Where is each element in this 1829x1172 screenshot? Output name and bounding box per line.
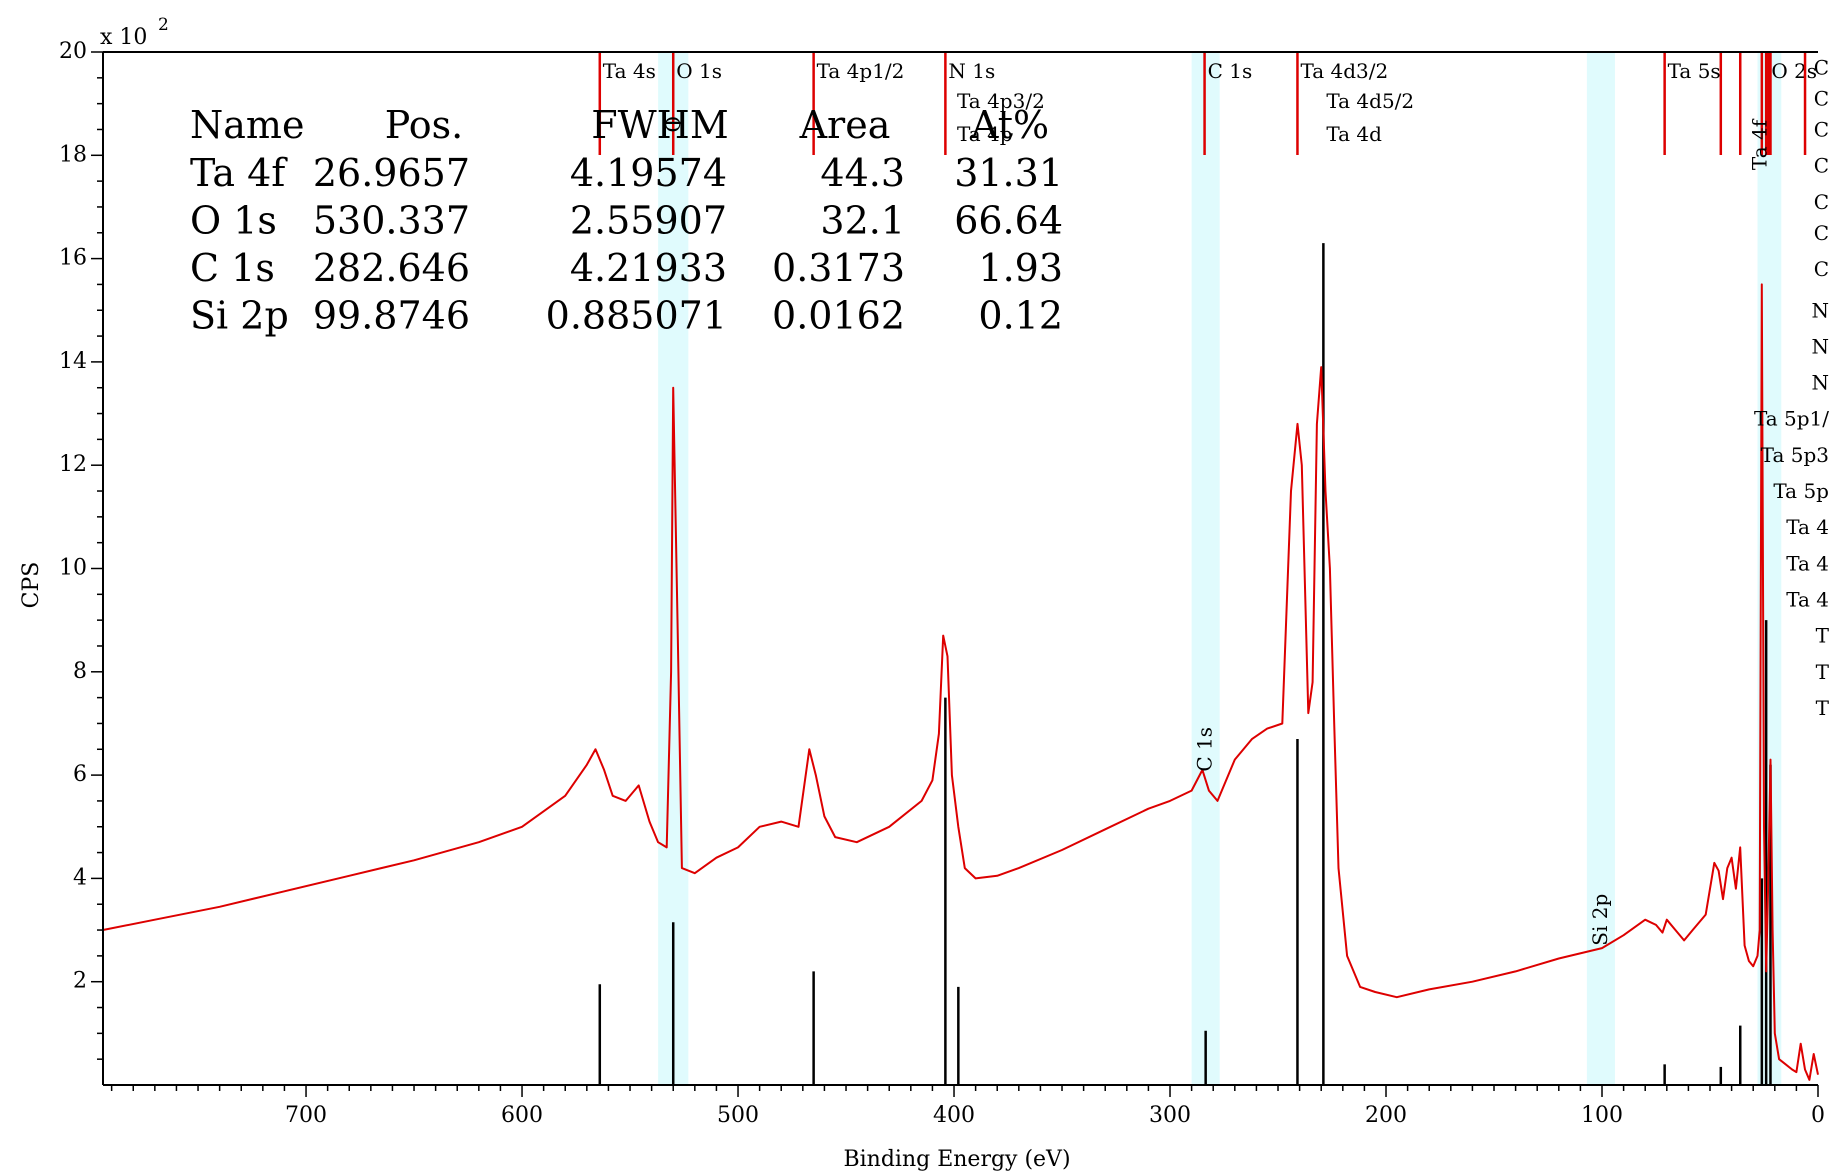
y-axis-title: CPS — [19, 562, 44, 609]
table-cell: 66.64 — [954, 199, 1063, 243]
highlight-band — [1191, 52, 1220, 1085]
marker-label: Ta 4s — [603, 59, 656, 83]
x-tick-label: 600 — [501, 1103, 543, 1128]
edge-label: C — [1814, 257, 1829, 281]
table-cell: Ta 4f — [190, 151, 288, 195]
rotated-peak-label: Ta 4f — [1748, 118, 1772, 170]
edge-label: C — [1814, 86, 1829, 110]
marker-label: Ta 4p1/2 — [817, 59, 905, 83]
table-cell: 282.646 — [313, 246, 470, 290]
marker-label: Ta 5s — [1668, 59, 1721, 83]
y-tick-label: 10 — [59, 556, 87, 581]
table-cell: O 1s — [190, 199, 277, 243]
marker-label: Ta 4d3/2 — [1300, 59, 1388, 83]
marker-label: O 2s — [1771, 59, 1817, 83]
y-scale-exponent: 2 — [158, 15, 169, 35]
edge-label: Ta 5p1/ — [1754, 407, 1829, 431]
table-header: At% — [970, 103, 1049, 147]
x-tick-label: 200 — [1365, 1103, 1407, 1128]
rotated-peak-label: Si 2p — [1588, 894, 1612, 946]
y-tick-label: 12 — [59, 452, 87, 477]
marker-label: Ta 4p — [957, 122, 1013, 146]
edge-label: C — [1814, 190, 1829, 214]
table-cell: 4.21933 — [570, 246, 727, 290]
table-header: Area — [799, 103, 891, 147]
table-cell: 44.3 — [820, 151, 905, 195]
y-tick-label: 2 — [73, 969, 87, 994]
edge-label: T — [1816, 624, 1829, 648]
table-cell: 99.8746 — [313, 294, 470, 338]
table-cell: 0.3173 — [772, 246, 905, 290]
table-cell: Si 2p — [190, 294, 289, 338]
x-tick-label: 300 — [1149, 1103, 1191, 1128]
table-cell: 530.337 — [313, 199, 470, 243]
table-header: Name — [190, 103, 304, 147]
edge-label: T — [1816, 696, 1829, 720]
y-tick-label: 20 — [59, 39, 87, 64]
y-tick-label: 6 — [73, 762, 87, 787]
edge-label: C — [1814, 55, 1829, 79]
marker-label: O 1s — [676, 59, 722, 83]
edge-label: C — [1814, 154, 1829, 178]
marker-label: Ta 4d5/2 — [1326, 89, 1414, 113]
edge-label: Ta 5p — [1773, 479, 1829, 503]
series-layer — [102, 283, 1819, 1081]
table-cell: 31.31 — [954, 151, 1063, 195]
marker-label: N 1s — [948, 59, 995, 83]
table-cell: 32.1 — [820, 199, 905, 243]
rotated-peak-label: C 1s — [1193, 727, 1217, 772]
y-scale-label: x 10 — [100, 25, 147, 50]
table-cell: 2.55907 — [570, 199, 727, 243]
table-cell: 0.0162 — [772, 294, 905, 338]
table-header: Pos. — [385, 103, 464, 147]
x-tick-label: 500 — [717, 1103, 759, 1128]
table-cell: 0.885071 — [546, 294, 727, 338]
y-tick-label: 18 — [59, 142, 87, 167]
highlight-band — [1586, 52, 1615, 1085]
edge-label: N — [1812, 334, 1829, 358]
x-tick-label: 100 — [1581, 1103, 1623, 1128]
marker-lines: Ta 4s O 1s Ta 4p1/2 N 1s Ta 4p3/2 Ta 4p C 1s Ta… — [598, 52, 1817, 155]
edge-label: Ta 4 — [1786, 587, 1829, 611]
marker-label: Ta 4p3/2 — [957, 89, 1045, 113]
edge-label: N — [1812, 371, 1829, 395]
rotated-peak-label: O — [661, 116, 685, 132]
edge-label: Ta 4 — [1786, 515, 1829, 539]
edge-label: Ta 4 — [1786, 551, 1829, 575]
y-tick-label: 14 — [59, 349, 87, 374]
marker-label: C 1s — [1208, 59, 1253, 83]
edge-label: Ta 5p3 — [1761, 443, 1829, 467]
x-tick-label: 0 — [1811, 1103, 1825, 1128]
y-tick-label: 16 — [59, 246, 87, 271]
edge-label: C — [1814, 221, 1829, 245]
marker-label: Ta 4d — [1326, 122, 1382, 146]
table-cell: 1.93 — [978, 246, 1063, 290]
edge-label: C — [1814, 117, 1829, 141]
x-axis-title: Binding Energy (eV) — [843, 1147, 1070, 1172]
table-cell: 0.12 — [978, 294, 1063, 338]
table-header: FWHM — [591, 103, 728, 147]
axes: 700 600 500 400 300 200 100 0 2 4 6 8 10 12 14 16 18 20 — [59, 39, 1825, 1128]
x-tick-label: 400 — [933, 1103, 975, 1128]
table-cell: C 1s — [190, 246, 275, 290]
spectrum-line — [102, 283, 1819, 1081]
table-cell: 4.19574 — [570, 151, 727, 195]
edge-label: T — [1816, 660, 1829, 684]
edge-label: N — [1812, 298, 1829, 322]
x-tick-label: 700 — [285, 1103, 327, 1128]
y-tick-label: 8 — [73, 659, 87, 684]
y-tick-label: 4 — [73, 865, 87, 890]
highlight-band — [658, 52, 689, 1085]
quantification-table: Name Pos. FWHM Area At% Ta 4f 26.9657 4.19574 44… — [190, 103, 1063, 338]
table-cell: 26.9657 — [313, 151, 470, 195]
